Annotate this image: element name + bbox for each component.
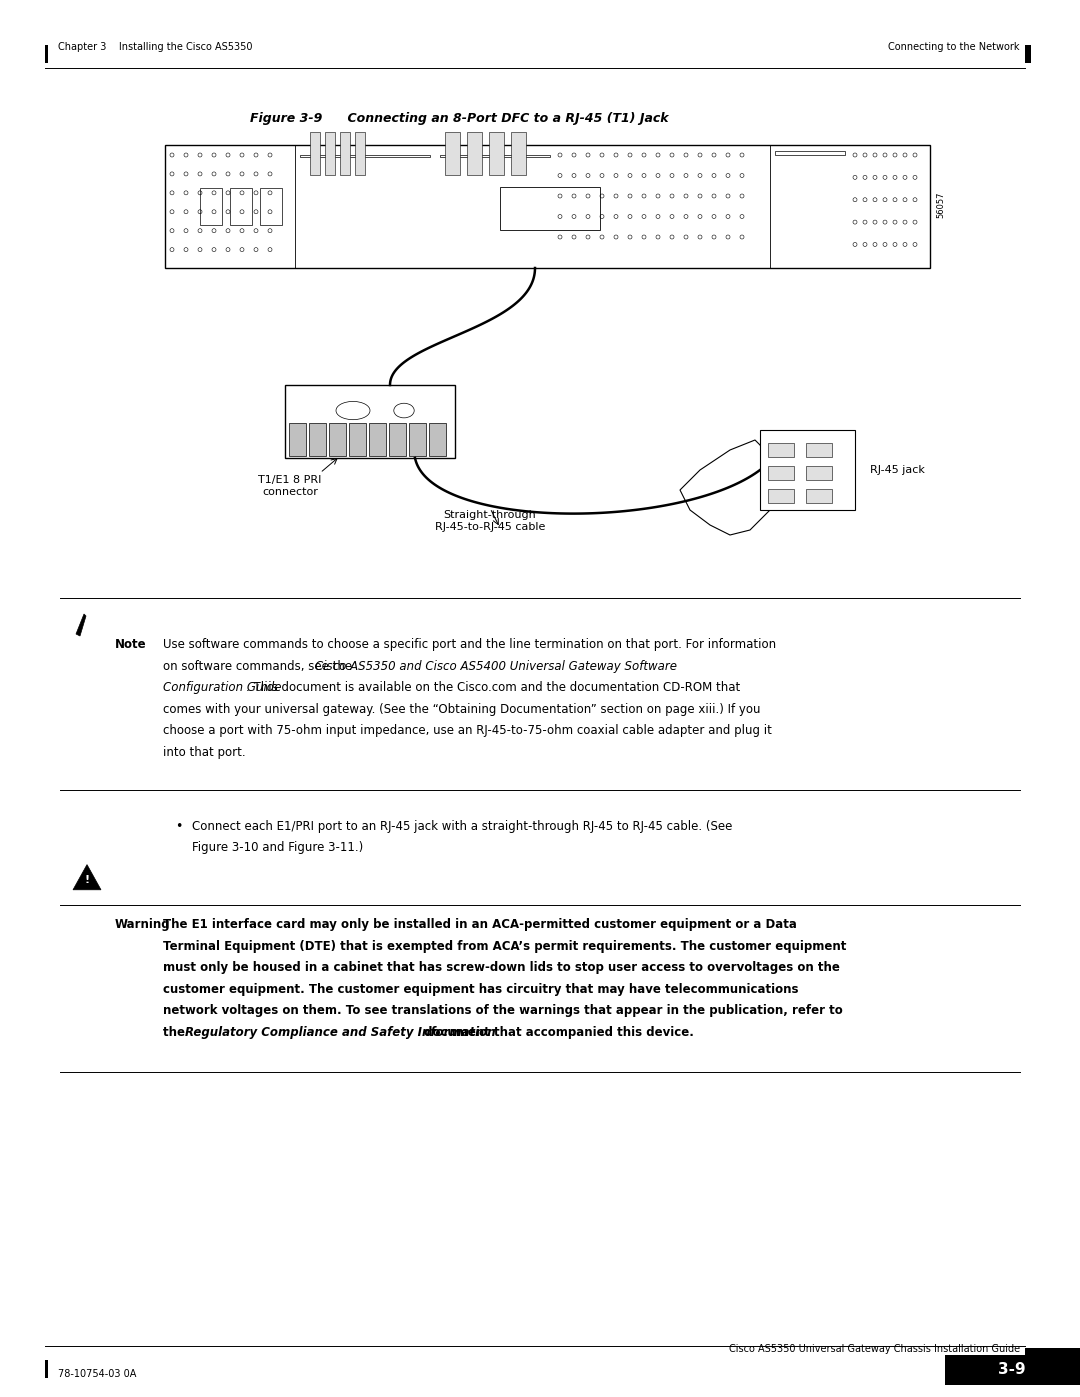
Bar	[165, 145, 930, 268]
Text: 3-9: 3-9	[998, 1362, 1026, 1377]
Bar	[409, 423, 426, 455]
Polygon shape	[73, 865, 102, 890]
Bar	[806, 465, 833, 481]
Bar	[289, 423, 306, 455]
Bar	[768, 489, 794, 503]
Bar	[1025, 1348, 1080, 1370]
Text: on software commands, see the: on software commands, see the	[163, 659, 356, 672]
Text: choose a port with 75-ohm input impedance, use an RJ-45-to-75-ohm coaxial cable : choose a port with 75-ohm input impedanc…	[163, 724, 772, 738]
Bar	[467, 131, 482, 175]
Bar	[768, 465, 794, 481]
Bar	[489, 131, 504, 175]
Text: Use software commands to choose a specific port and the line termination on that: Use software commands to choose a specif…	[163, 638, 777, 651]
Text: Cisco AS5350 and Cisco AS5400 Universal Gateway Software: Cisco AS5350 and Cisco AS5400 Universal …	[315, 659, 677, 672]
Text: Note: Note	[114, 638, 147, 651]
Text: Cisco AS5350 Universal Gateway Chassis Installation Guide: Cisco AS5350 Universal Gateway Chassis I…	[729, 1344, 1020, 1354]
Text: customer equipment. The customer equipment has circuitry that may have telecommu: customer equipment. The customer equipme…	[163, 982, 798, 996]
Text: RJ-45 jack: RJ-45 jack	[870, 465, 924, 475]
Bar	[329, 423, 346, 455]
Text: Connect each E1/PRI port to an RJ-45 jack with a straight-through RJ-45 to RJ-45: Connect each E1/PRI port to an RJ-45 jac…	[192, 820, 732, 833]
Bar	[325, 131, 335, 175]
Text: The E1 interface card may only be installed in an ACA-permitted customer equipme: The E1 interface card may only be instal…	[163, 918, 797, 930]
Bar	[230, 189, 252, 225]
Text: 56057: 56057	[936, 191, 945, 218]
Text: Warning: Warning	[114, 918, 171, 930]
Bar	[775, 151, 845, 155]
Text: Figure 3-10 and Figure 3-11.): Figure 3-10 and Figure 3-11.)	[192, 841, 363, 855]
Bar	[768, 443, 794, 457]
Bar	[511, 131, 526, 175]
Text: Figure 3-9: Figure 3-9	[249, 112, 322, 124]
Text: Connecting to the Network: Connecting to the Network	[889, 42, 1020, 52]
Text: •: •	[175, 820, 183, 833]
Text: must only be housed in a cabinet that has screw-down lids to stop user access to: must only be housed in a cabinet that ha…	[163, 961, 840, 974]
Text: !: !	[84, 875, 90, 886]
Text: the: the	[163, 1025, 189, 1038]
Bar	[445, 131, 460, 175]
Bar	[760, 430, 855, 510]
Bar	[45, 45, 48, 63]
Text: T1/E1 8 PRI
connector: T1/E1 8 PRI connector	[258, 475, 322, 496]
Text: Straight-through
RJ-45-to-RJ-45 cable: Straight-through RJ-45-to-RJ-45 cable	[435, 510, 545, 532]
Text: Connecting an 8-Port DFC to a RJ-45 (T1) Jack: Connecting an 8-Port DFC to a RJ-45 (T1)…	[330, 112, 669, 124]
Text: Terminal Equipment (DTE) that is exempted from ACA’s permit requirements. The cu: Terminal Equipment (DTE) that is exempte…	[163, 940, 847, 953]
Text: 78-10754-03 0A: 78-10754-03 0A	[58, 1369, 136, 1379]
Bar	[500, 187, 600, 231]
Text: Configuration Guide: Configuration Guide	[163, 680, 282, 694]
Bar	[200, 189, 222, 225]
Text: document that accompanied this device.: document that accompanied this device.	[420, 1025, 693, 1038]
Bar	[945, 1355, 1080, 1384]
Text: . This document is available on the Cisco.com and the documentation CD-ROM that: . This document is available on the Cisc…	[246, 680, 740, 694]
Text: Regulatory Compliance and Safety Information: Regulatory Compliance and Safety Informa…	[185, 1025, 496, 1038]
Bar	[1025, 45, 1031, 63]
Bar	[429, 423, 446, 455]
Text: into that port.: into that port.	[163, 746, 245, 759]
Bar	[349, 423, 366, 455]
Bar	[389, 423, 406, 455]
Bar	[45, 1361, 48, 1377]
Bar	[310, 131, 320, 175]
Text: network voltages on them. To see translations of the warnings that appear in the: network voltages on them. To see transla…	[163, 1004, 842, 1017]
Bar	[340, 131, 350, 175]
Polygon shape	[76, 615, 86, 636]
Polygon shape	[680, 440, 775, 535]
Bar	[300, 155, 430, 158]
Bar	[369, 423, 386, 455]
Text: Chapter 3    Installing the Cisco AS5350: Chapter 3 Installing the Cisco AS5350	[58, 42, 253, 52]
Bar	[806, 489, 833, 503]
Bar	[806, 443, 833, 457]
Bar	[440, 155, 550, 158]
Bar	[285, 386, 455, 458]
Bar	[355, 131, 365, 175]
Bar	[260, 189, 282, 225]
Bar	[309, 423, 326, 455]
Text: comes with your universal gateway. (See the “Obtaining Documentation” section on: comes with your universal gateway. (See …	[163, 703, 760, 715]
